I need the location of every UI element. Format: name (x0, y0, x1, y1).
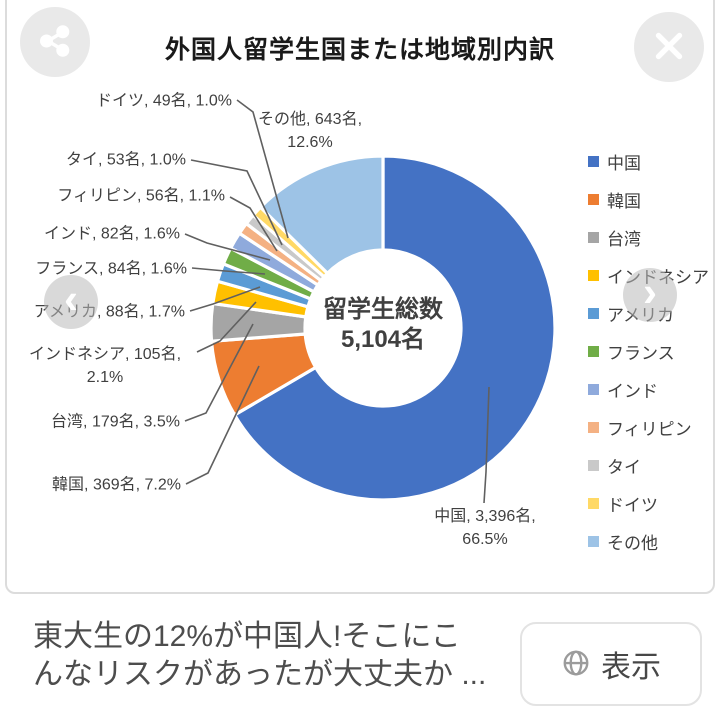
donut-center-label: 留学生総数 5,104名 (323, 295, 443, 355)
share-icon (38, 24, 72, 61)
chevron-right-icon: › (643, 268, 657, 315)
article-headline[interactable]: 東大生の12%が中国人!そこにこ んなリスクがあったが大丈夫か ... (33, 618, 503, 694)
chart-legend: 中国韓国台湾インドネシアアメリカフランスインドフィリピンタイドイツその他 (588, 151, 709, 553)
legend-swatch (588, 460, 599, 471)
close-button[interactable] (634, 12, 704, 82)
chart-title: 外国人留学生国または地域別内訳 (164, 36, 555, 64)
legend-swatch (588, 232, 599, 243)
legend-item-台湾: 台湾 (588, 227, 709, 249)
legend-swatch (588, 308, 599, 319)
legend-label: 中国 (607, 154, 641, 173)
next-image-button[interactable]: › (623, 268, 677, 322)
legend-label: タイ (607, 458, 641, 477)
center-label-line2: 5,104名 (340, 326, 426, 353)
legend-label: その他 (607, 534, 658, 553)
legend-swatch (588, 270, 599, 281)
center-label-line1: 留学生総数 (323, 296, 443, 323)
legend-swatch (588, 498, 599, 509)
prev-image-button[interactable]: ‹ (44, 275, 98, 329)
legend-swatch (588, 194, 599, 205)
legend-swatch (588, 384, 599, 395)
legend-swatch (588, 346, 599, 357)
legend-item-その他: その他 (588, 531, 709, 553)
legend-label: ドイツ (607, 496, 658, 515)
legend-item-フランス: フランス (588, 341, 709, 363)
view-button-label: 表示 (601, 651, 661, 684)
headline-line1: 東大生の12%が中国人!そこにこ (33, 620, 461, 653)
close-icon (651, 28, 687, 67)
share-button[interactable] (20, 7, 90, 77)
legend-item-タイ: タイ (588, 455, 709, 477)
legend-swatch (588, 536, 599, 547)
legend-item-フィリピン: フィリピン (588, 417, 709, 439)
legend-item-ドイツ: ドイツ (588, 493, 709, 515)
legend-label: フィリピン (607, 420, 692, 439)
legend-label: 韓国 (607, 192, 641, 211)
headline-line2: んなリスクがあったが大丈夫か ... (33, 658, 487, 691)
legend-label: フランス (607, 344, 675, 363)
legend-item-韓国: 韓国 (588, 189, 709, 211)
globe-icon (561, 648, 591, 681)
legend-label: インド (607, 382, 658, 401)
view-button[interactable]: 表示 (520, 622, 702, 706)
footer-bar: 東大生の12%が中国人!そこにこ んなリスクがあったが大丈夫か ... 表示 (0, 594, 720, 712)
chevron-left-icon: ‹ (64, 275, 78, 322)
legend-item-インド: インド (588, 379, 709, 401)
legend-swatch (588, 422, 599, 433)
legend-label: 台湾 (607, 230, 641, 249)
legend-item-中国: 中国 (588, 151, 709, 173)
legend-swatch (588, 156, 599, 167)
